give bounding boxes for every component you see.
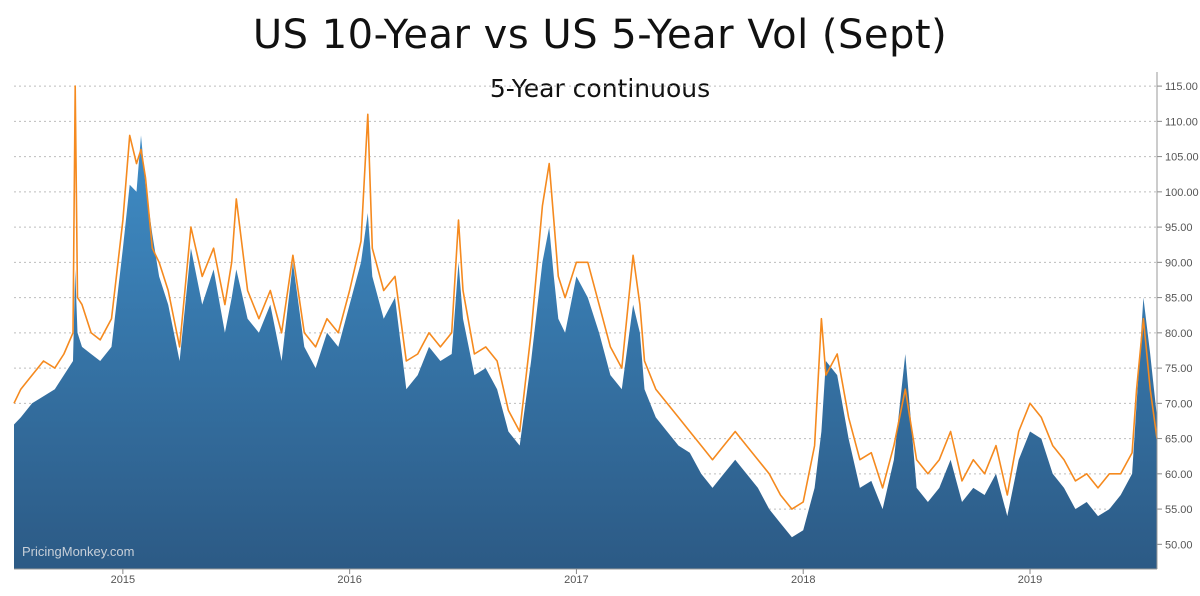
y-tick-label: 70.00	[1165, 398, 1193, 410]
y-tick-label: 110.00	[1165, 116, 1198, 128]
y-tick-label: 55.00	[1165, 504, 1193, 516]
x-tick-label: 2017	[564, 574, 588, 586]
y-tick-label: 105.00	[1165, 152, 1199, 164]
plot-area	[13, 85, 1158, 569]
x-tick-label: 2019	[1018, 574, 1042, 586]
y-tick-label: 60.00	[1165, 469, 1193, 481]
y-axis: 50.00 55.00 60.00 65.00 70.00 75.00 80.00 85.00…	[1156, 72, 1199, 569]
y-tick-label: 85.00	[1165, 293, 1193, 305]
y-tick-label: 80.00	[1165, 328, 1193, 340]
y-tick-label: 115.00	[1165, 81, 1198, 93]
line-series	[13, 85, 1158, 510]
x-tick-label: 2015	[111, 574, 135, 586]
y-tick-label: 65.00	[1165, 434, 1193, 446]
y-tick-label: 100.00	[1165, 187, 1199, 199]
watermark: PricingMonkey.com	[22, 544, 135, 559]
y-tick-label: 95.00	[1165, 222, 1193, 234]
area-series	[14, 135, 1157, 569]
x-tick-label: 2018	[791, 574, 815, 586]
y-tick-label: 75.00	[1165, 363, 1193, 375]
chart-title: US 10-Year vs US 5-Year Vol (Sept)	[252, 12, 948, 58]
x-tick-label: 2016	[337, 574, 361, 586]
x-axis: 2015 2016 2017 2018 2019	[14, 568, 1157, 586]
y-tick-label: 50.00	[1165, 539, 1193, 551]
chart-subtitle: 5-Year continuous	[489, 74, 711, 103]
y-tick-label: 90.00	[1165, 257, 1193, 269]
